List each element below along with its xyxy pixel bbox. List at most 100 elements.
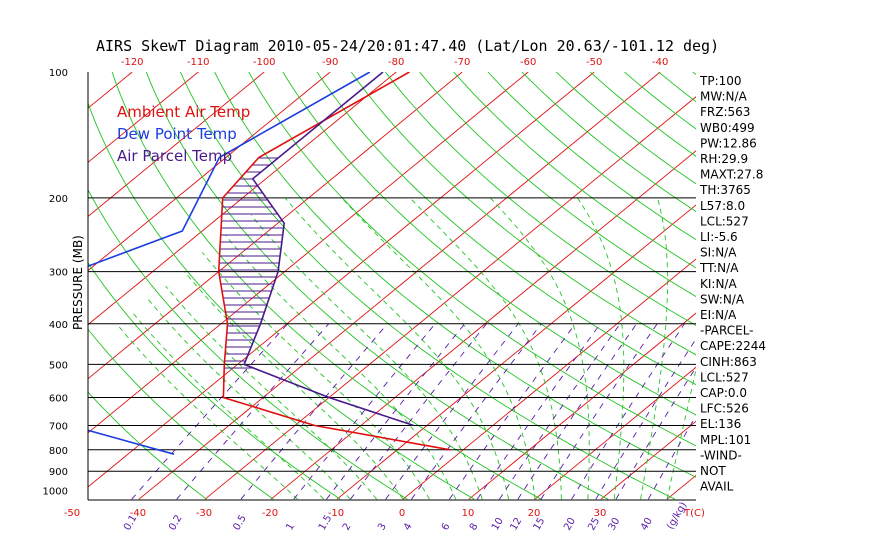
isotherm-line: [402, 258, 696, 500]
top-temperature-tick-labels: -120 -110 -100 -90 -80 -70 -60 -50 -40: [121, 57, 669, 68]
isotherm-line: [138, 72, 661, 500]
stat-line: RH:29.9: [700, 152, 748, 166]
bottom-temp-tick: 30: [594, 508, 607, 519]
mixing-ratio-tick: 3: [376, 521, 389, 532]
moist-adiabat-line: [201, 252, 430, 500]
moist-adiabat-line: [224, 234, 457, 500]
mixing-ratio-tick: 0.2: [167, 513, 184, 532]
dry-adiabat-line: [453, 72, 696, 269]
mixing-ratio-line: [131, 323, 288, 500]
dry-adiabat-line: [589, 72, 696, 157]
dry-adiabat-line: [145, 72, 609, 500]
stat-line: AVAIL: [700, 480, 734, 494]
dry-adiabat-line: [761, 72, 870, 499]
mixing-ratio-line: [326, 323, 466, 500]
bottom-temp-tick: -20: [262, 508, 278, 519]
stat-line: CAP:0.0: [700, 386, 747, 400]
isotherm-line: [270, 150, 696, 500]
stat-line: NOT: [700, 464, 726, 478]
isotherm-line: [88, 72, 529, 434]
isotherm-line: [600, 420, 696, 500]
dry-adiabat-line: [214, 72, 696, 478]
cape-hatch: [218, 157, 284, 369]
top-temp-tick: -70: [454, 57, 470, 68]
dry-adiabat-line: [88, 328, 274, 500]
isotherm-line: [88, 72, 133, 109]
mixing-ratio-tick: 6: [440, 521, 453, 532]
stat-line: WB0:499: [700, 121, 755, 135]
moist-adiabat-line: [409, 197, 562, 500]
stat-line: LI:-5.6: [700, 230, 738, 244]
isotherm-line: [336, 204, 696, 500]
dry-adiabat-line: [830, 72, 870, 499]
stat-line: CINH:863: [700, 355, 757, 369]
bottom-temp-tick: -40: [130, 508, 146, 519]
air-parcel-temp-line: [243, 72, 414, 427]
dry-adiabat-line: [88, 101, 475, 500]
pressure-tick-100: 100: [49, 68, 68, 79]
stat-line: SW:N/A: [700, 292, 745, 306]
legend-dew-point-temp: Dew Point Temp: [117, 125, 237, 143]
mixing-ratio-tick: 0.5: [231, 513, 248, 532]
mixing-ratio-line: [176, 323, 330, 500]
mixing-ratio-line: [571, 323, 685, 500]
mixing-ratio-line: [385, 323, 519, 500]
mixing-ratio-line: [411, 323, 542, 500]
dry-adiabat-line: [88, 391, 207, 500]
mixing-ratio-line: [240, 323, 388, 500]
legend-air-parcel-temp: Air Parcel Temp: [117, 147, 232, 165]
bottom-temp-tick: 20: [528, 508, 541, 519]
sounding-profiles: [88, 72, 451, 455]
pressure-tick-200: 200: [49, 194, 68, 205]
stat-line: MPL:101: [700, 433, 751, 447]
stat-line: -WIND-: [700, 448, 742, 462]
mixing-ratio-tick: 20: [562, 516, 578, 533]
moist-adiabat-line: [148, 299, 351, 500]
isobar-lines: [88, 197, 696, 472]
dry-adiabat-line: [864, 72, 870, 499]
dry-adiabat-line: [795, 72, 870, 499]
isotherm-line: [666, 474, 696, 500]
moist-adiabat-line: [118, 325, 298, 500]
mixing-ratio-tick: 4: [402, 521, 415, 532]
pressure-tick-300: 300: [49, 268, 68, 279]
mixing-ratio-line: [449, 323, 576, 500]
mixing-ratio-tick: 1: [284, 521, 297, 532]
dew-point-temp-line: [88, 72, 371, 455]
moist-adiabat-line: [284, 197, 510, 500]
top-temp-tick: -90: [322, 57, 338, 68]
moist-adiabat-line: [131, 311, 325, 500]
ambient-air-temp-line: [217, 72, 451, 451]
pressure-tick-800: 800: [49, 446, 68, 457]
mixing-ratio-line: [517, 323, 637, 500]
moist-adiabat-line: [490, 197, 590, 500]
dry-adiabat-line: [658, 72, 696, 103]
isotherm-line: [534, 366, 696, 500]
mixing-ratio-line: [595, 338, 696, 500]
stat-line: PW:12.86: [700, 136, 757, 150]
dry-adiabat-line: [555, 72, 696, 185]
isotherm-line: [204, 96, 696, 500]
isotherm-line: [88, 72, 265, 218]
stat-line: EI:N/A: [700, 308, 737, 322]
moist-adiabat-line: [577, 197, 625, 500]
bottom-temperature-tick-labels: -50 -40 -30 -20 -10 0 10 20 30: [64, 508, 607, 519]
stat-line: LCL:527: [700, 214, 749, 228]
pressure-tick-500: 500: [49, 360, 68, 371]
top-temp-tick: -120: [121, 57, 144, 68]
moist-adiabat-line: [341, 197, 536, 500]
stat-line: TH:3765: [699, 183, 751, 197]
dry-adiabat-line: [316, 72, 696, 386]
x-axis-label: T(C): [683, 508, 705, 519]
stat-line: MAXT:27.8: [700, 168, 763, 182]
moist-adiabat-line: [165, 285, 377, 500]
bottom-temp-tick: 0: [399, 508, 405, 519]
moist-adiabat-line: [640, 197, 669, 500]
dry-adiabat-line: [88, 188, 408, 500]
stat-line: KI:N/A: [700, 277, 737, 291]
isotherm-line: [468, 312, 696, 500]
top-temp-tick: -80: [388, 57, 404, 68]
isotherm-line: [799, 72, 870, 499]
dry-adiabat-line: [419, 72, 696, 298]
